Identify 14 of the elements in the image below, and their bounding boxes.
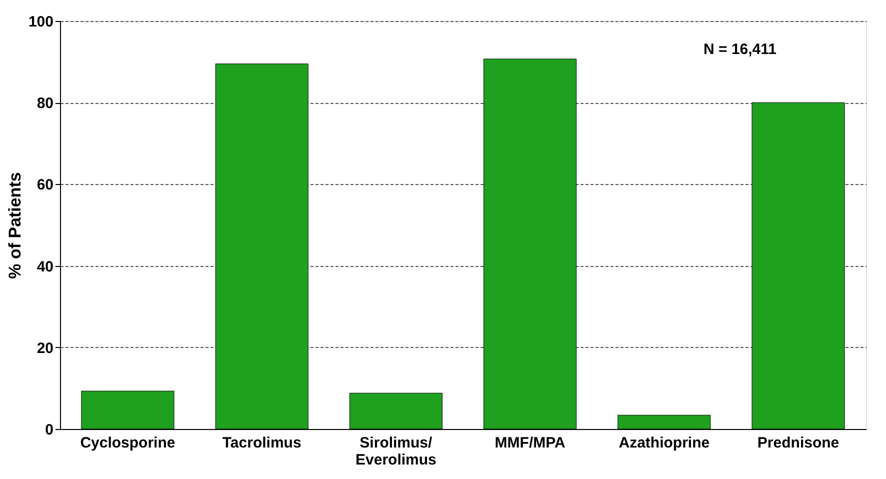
x-tick-label: Prednisone xyxy=(757,434,840,452)
y-tick-label: 0 xyxy=(45,422,54,438)
y-tick-label: 40 xyxy=(36,258,54,276)
x-tick-label: Cyclosporine xyxy=(80,434,176,452)
x-tick-label: MMF/MPA xyxy=(494,434,566,452)
x-tick-label: Tacrolimus xyxy=(222,434,302,452)
y-tick-label: 20 xyxy=(36,340,54,357)
y-tick-label: 100 xyxy=(28,14,54,30)
y-tick-label: 80 xyxy=(36,95,54,112)
x-tick-label: Azathioprine xyxy=(618,434,710,452)
y-tick-label: 60 xyxy=(36,176,54,194)
x-tick-label: Sirolimus/ Everolimus xyxy=(356,434,436,468)
y-axis-title: % of Patients xyxy=(5,172,24,279)
annotation: N = 16,411 xyxy=(704,41,776,58)
